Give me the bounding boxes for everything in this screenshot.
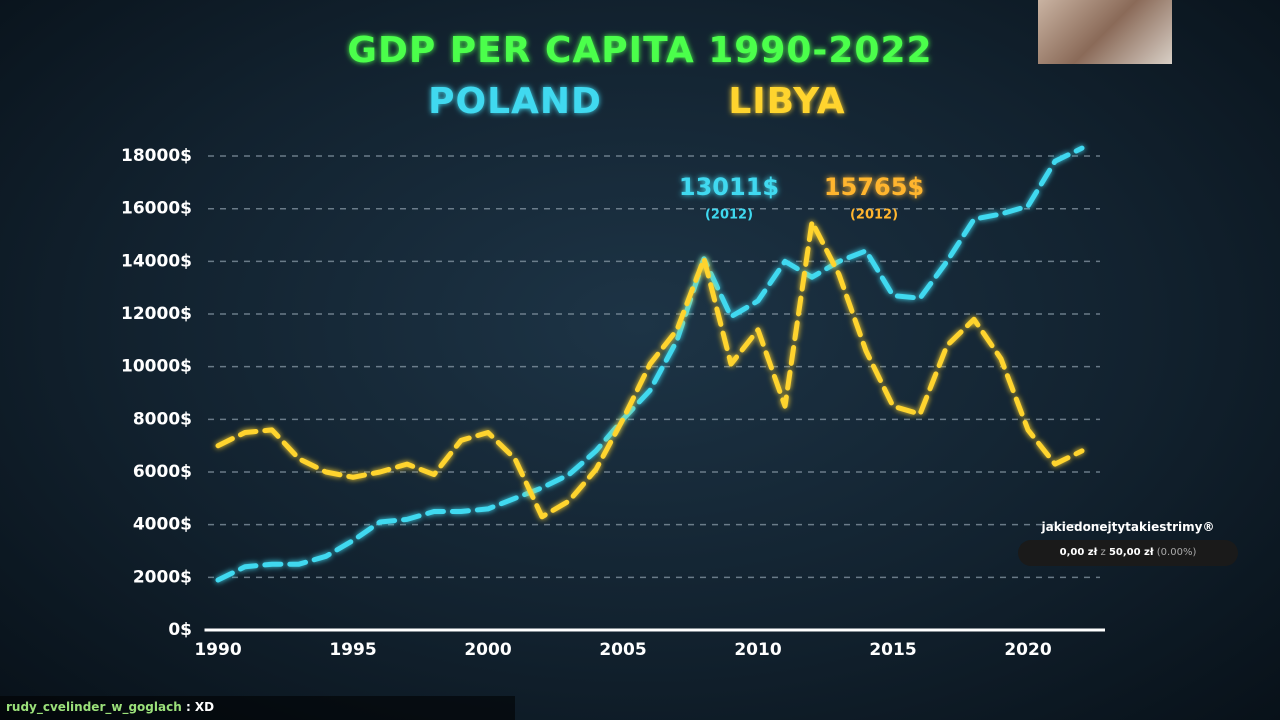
x-tick-label: 1990 xyxy=(194,640,241,660)
annotation-year: (2012) xyxy=(705,208,753,223)
goal-target: 50,00 zł xyxy=(1108,547,1154,558)
y-tick-label: 12000$ xyxy=(121,304,192,324)
y-tick-label: 8000$ xyxy=(133,409,192,429)
goal-percent: (0.00%) xyxy=(1156,547,1197,558)
annotation-year: (2012) xyxy=(850,208,898,223)
donation-goal: jakiedonejtytakiestrimy® 0,00 zł z 50,00… xyxy=(1018,520,1238,574)
series-line xyxy=(215,145,1085,583)
x-tick-label: 1995 xyxy=(329,640,376,660)
goal-separator: z xyxy=(1100,547,1106,558)
annotation-value: 13011$ xyxy=(679,173,779,201)
legend-entry: Libya xyxy=(728,81,845,122)
x-tick-label: 2005 xyxy=(599,640,646,660)
webcam xyxy=(1038,0,1172,64)
x-tick-label: 2020 xyxy=(1004,640,1051,660)
x-tick-label: 2010 xyxy=(734,640,781,660)
series-line xyxy=(215,219,1085,520)
y-tick-label: 10000$ xyxy=(121,357,192,377)
legend-entry: Poland xyxy=(428,81,602,122)
y-tick-label: 16000$ xyxy=(121,199,192,219)
y-tick-label: 0$ xyxy=(168,620,192,640)
y-tick-label: 6000$ xyxy=(133,462,192,482)
y-tick-label: 14000$ xyxy=(121,251,192,271)
x-tick-label: 2000 xyxy=(464,640,511,660)
x-tick-label: 2015 xyxy=(869,640,916,660)
annotation-value: 15765$ xyxy=(824,173,924,201)
goal-title: jakiedonejtytakiestrimy® xyxy=(1041,520,1215,534)
goal-bar: 0,00 zł z 50,00 zł (0.00%) xyxy=(1018,540,1238,566)
chart-title: Gdp per capita 1990-2022 xyxy=(347,30,932,71)
chat-user: rudy_cvelinder_w_goglach xyxy=(6,700,182,714)
y-tick-label: 4000$ xyxy=(133,515,192,535)
y-tick-label: 2000$ xyxy=(133,567,192,587)
chat-text: : XD xyxy=(185,700,215,714)
y-tick-label: 18000$ xyxy=(121,146,192,166)
chat-message: rudy_cvelinder_w_goglach : XD xyxy=(0,696,515,720)
goal-current: 0,00 zł xyxy=(1059,547,1098,558)
